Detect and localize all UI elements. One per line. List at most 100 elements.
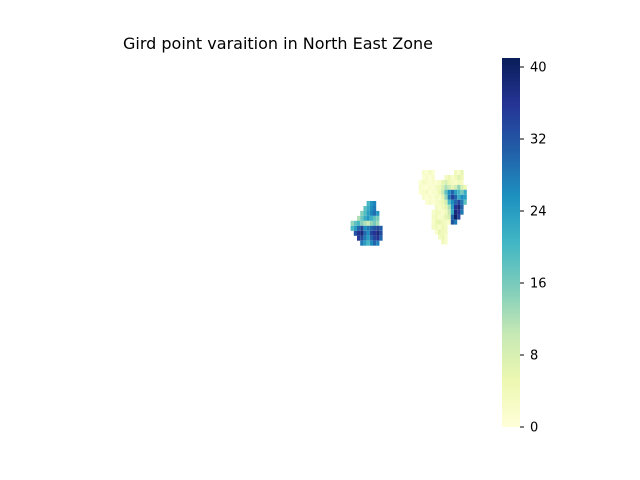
heatmap-cell	[353, 220, 357, 226]
heatmap-cell	[425, 184, 429, 190]
heatmap-cell	[360, 210, 364, 216]
colorbar-tick-label: 24	[530, 205, 547, 220]
heatmap-cell	[425, 194, 429, 200]
heatmap-cell	[357, 220, 361, 226]
heatmap-cell	[463, 194, 467, 200]
heatmap-cell	[450, 209, 454, 215]
heatmap-cell	[444, 175, 448, 180]
heatmap-cell	[450, 175, 454, 180]
heatmap-cell	[438, 209, 442, 215]
heatmap-cell	[457, 170, 461, 175]
heatmap-cell	[360, 215, 364, 221]
heatmap-cell	[425, 179, 429, 185]
heatmap-cell	[366, 210, 370, 216]
heatmap-cell	[360, 225, 364, 231]
heatmap-cell	[460, 179, 464, 185]
heatmap-cell	[444, 219, 448, 225]
heatmap-cell	[369, 230, 373, 236]
heatmap-cell	[369, 206, 373, 211]
heatmap-cell	[447, 219, 451, 225]
heatmap-cell	[363, 235, 367, 241]
heatmap-cell	[366, 225, 370, 231]
heatmap-cell	[422, 170, 426, 175]
heatmap-cell	[376, 235, 380, 241]
heatmap-cell	[438, 229, 442, 235]
heatmap-cell	[438, 184, 442, 190]
heatmap-cell	[438, 204, 442, 210]
heatmap-cell	[454, 175, 458, 180]
heatmap-cell	[438, 179, 442, 185]
heatmap-cell	[454, 179, 458, 185]
heatmap-cell	[422, 189, 426, 195]
heatmap-cell	[360, 220, 364, 226]
heatmap-cell	[441, 189, 445, 195]
heatmap-cell	[447, 214, 451, 220]
heatmap-cell	[444, 239, 448, 245]
heatmap-cell	[447, 194, 451, 200]
heatmap-cell	[431, 194, 435, 200]
heatmap-cell	[428, 179, 432, 185]
heatmap-cell	[444, 229, 448, 235]
heatmap-cell	[441, 229, 445, 235]
heatmap-cell	[422, 179, 426, 185]
heatmap-cell	[379, 225, 383, 231]
heatmap-cell	[376, 210, 380, 216]
heatmap-cell	[428, 189, 432, 195]
heatmap-cell	[434, 229, 438, 235]
heatmap-cell	[460, 199, 464, 205]
heatmap-cell	[360, 240, 364, 246]
heatmap-cell	[369, 225, 373, 231]
heatmap-cell	[434, 224, 438, 230]
heatmap-cell	[447, 199, 451, 205]
heatmap-cell	[434, 194, 438, 200]
heatmap-cell	[444, 199, 448, 205]
heatmap-cell	[373, 220, 377, 226]
heatmap-cell	[447, 209, 451, 215]
heatmap-cell	[434, 219, 438, 225]
heatmap-cell	[441, 239, 445, 245]
heatmap-cell	[418, 184, 422, 190]
heatmap-cells	[350, 170, 467, 246]
heatmap-cell	[422, 184, 426, 190]
heatmap-cell	[444, 234, 448, 240]
heatmap-cell	[366, 215, 370, 221]
heatmap-cell	[376, 215, 380, 221]
heatmap-cell	[369, 215, 373, 221]
heatmap-cell	[376, 220, 380, 226]
heatmap-cell	[366, 230, 370, 236]
heatmap-cell	[379, 230, 383, 236]
heatmap-cell	[438, 189, 442, 195]
heatmap-cell	[454, 170, 458, 175]
heatmap-cell	[418, 189, 422, 195]
heatmap-cell	[450, 189, 454, 195]
heatmap-cell	[457, 199, 461, 205]
heatmap-cell	[357, 225, 361, 231]
heatmap-cell	[366, 235, 370, 241]
heatmap-cell	[441, 194, 445, 200]
colorbar-tick-label: 40	[530, 61, 547, 76]
heatmap-cell	[357, 230, 361, 236]
heatmap-cell	[447, 184, 451, 190]
heatmap-cell	[428, 194, 432, 200]
heatmap-cell	[369, 210, 373, 216]
heatmap-cell	[438, 199, 442, 205]
heatmap-cell	[353, 225, 357, 231]
heatmap-cell	[450, 179, 454, 185]
heatmap-cell	[357, 235, 361, 241]
heatmap-cell	[444, 194, 448, 200]
heatmap-cell	[438, 234, 442, 240]
heatmap-cell	[441, 219, 445, 225]
heatmap-cell	[450, 194, 454, 200]
heatmap-cell	[431, 184, 435, 190]
heatmap-cell	[460, 194, 464, 200]
heatmap-cell	[450, 204, 454, 210]
heatmap-cell	[444, 224, 448, 230]
heatmap-cell	[373, 206, 377, 211]
heatmap-cell	[463, 184, 467, 190]
heatmap-cell	[454, 219, 458, 225]
heatmap-cell	[418, 179, 422, 185]
heatmap-cell	[376, 225, 380, 231]
heatmap-cell	[438, 219, 442, 225]
heatmap-cell	[454, 194, 458, 200]
